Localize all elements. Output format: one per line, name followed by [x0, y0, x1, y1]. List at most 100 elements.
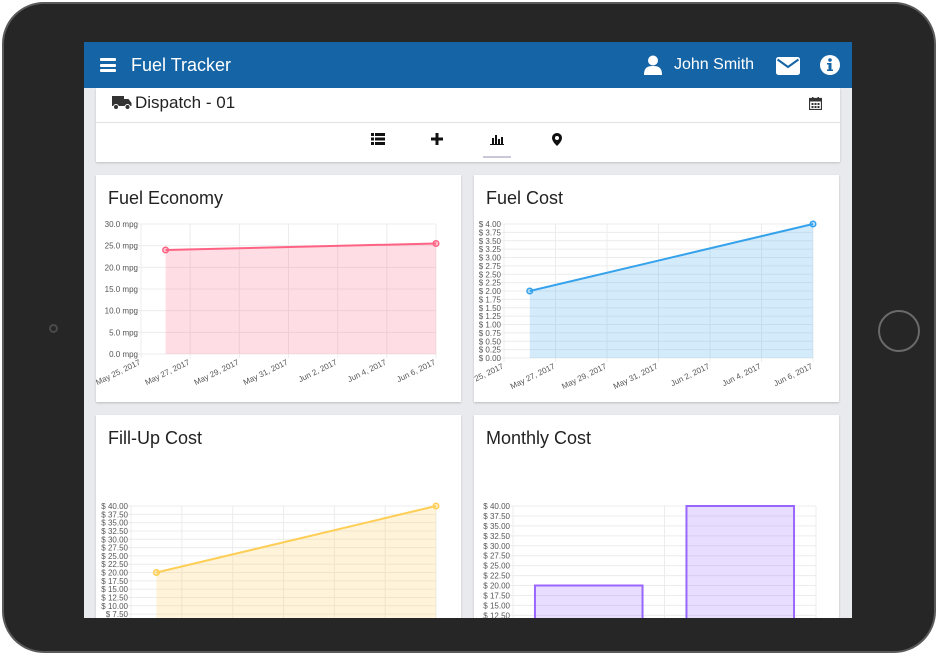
y-tick-label: $ 3.25 — [479, 245, 502, 254]
y-tick-label: 15.0 mpg — [105, 285, 138, 294]
y-tick-label: $ 20.00 — [483, 582, 510, 591]
user-name[interactable]: John Smith — [674, 56, 755, 73]
y-tick-label: $ 3.50 — [479, 237, 502, 246]
y-tick-label: $ 25.00 — [483, 562, 510, 571]
fuel-cost-chart: $ 4.00$ 3.75$ 3.50$ 3.25$ 3.00$ 2.75$ 2.… — [474, 220, 817, 391]
tab-charts[interactable] — [483, 130, 511, 158]
y-tick-label: $ 0.25 — [479, 346, 502, 355]
tab-map[interactable] — [543, 130, 571, 156]
x-tick-label: Jun 4, 2017 — [721, 361, 763, 388]
y-tick-label: $ 40.00 — [101, 502, 128, 511]
home-button[interactable] — [878, 310, 920, 352]
fuel-economy-chart: 30.0 mpg 25.0 mpg 20.0 mpg 15.0 mpg 10.0 mpg… — [96, 220, 440, 387]
dispatch-title: Dispatch - 01 — [135, 93, 236, 112]
calendar-icon[interactable] — [809, 97, 822, 110]
card-fillup-cost: Fill-Up Cost $ 40.00 $ 37.50 $ 35.00 $ 32.5… — [96, 415, 461, 618]
y-tick-label: 0.0 mpg — [109, 350, 138, 359]
x-tick-label: Jun 2, 2017 — [297, 357, 339, 384]
y-tick-label: $ 40.00 — [483, 502, 510, 511]
x-tick-label: Jun 4, 2017 — [346, 357, 388, 384]
y-tick-label: $ 2.25 — [479, 279, 502, 288]
y-tick-label: $ 20.00 — [101, 569, 128, 578]
y-tick-label: $ 12.50 — [101, 593, 128, 602]
data-point — [162, 246, 170, 254]
card-fuel-economy: Fuel Economy 30.0 mpg 25.0 mpg 20.0 mpg 15.… — [96, 175, 461, 402]
y-tick-label: $ 1.50 — [479, 304, 502, 313]
card-fuel-cost: Fuel Cost $ 4.00 $ 3.75 $ 3.50 $ 3.25 $ 3.00… — [474, 175, 839, 402]
plus-icon — [431, 133, 443, 145]
map-marker-icon — [552, 133, 562, 146]
data-point — [809, 220, 817, 228]
area-fill — [165, 243, 436, 354]
app-screen: Fuel Tracker John Smith Dispatch - 01 Fu… — [84, 42, 852, 618]
tab-add[interactable] — [423, 130, 451, 156]
y-tick-label: $ 2.75 — [479, 262, 502, 271]
x-tick-label: Jun 6, 2017 — [772, 361, 814, 388]
y-tick-label: $ 37.50 — [483, 512, 510, 521]
x-tick-label: May 25, 2017 — [474, 361, 505, 391]
y-tick-label: $ 25.00 — [101, 552, 128, 561]
bar — [533, 584, 644, 618]
y-tick-label: $ 2.00 — [479, 287, 502, 296]
info-icon[interactable] — [820, 55, 840, 75]
x-tick-label: May 27, 2017 — [144, 357, 192, 387]
card-monthly-cost: Monthly Cost $ 40.00 $ 37.50 $ 35.00 $ 32.5… — [474, 415, 839, 618]
x-tick-label: May 31, 2017 — [242, 357, 290, 387]
y-tick-label: $ 0.50 — [479, 337, 502, 346]
y-tick-label: $ 15.00 — [483, 601, 510, 610]
y-tick-label: $ 32.50 — [101, 527, 128, 536]
bar-chart-icon — [490, 135, 504, 145]
y-tick-label: 10.0 mpg — [105, 307, 138, 316]
card-title: Fuel Cost — [486, 188, 564, 208]
card-title: Monthly Cost — [486, 428, 592, 448]
y-tick-label: $ 10.00 — [101, 602, 128, 611]
dispatch-header: Dispatch - 01 — [112, 93, 235, 113]
tab-list[interactable] — [364, 130, 392, 156]
app-title: Fuel Tracker — [131, 55, 232, 75]
y-tick-label: $ 35.00 — [101, 519, 128, 528]
y-tick-label: $ 22.50 — [483, 572, 510, 581]
series-line — [529, 223, 814, 292]
y-tick-label: $ 30.00 — [483, 542, 510, 551]
y-tick-label: $ 0.00 — [479, 354, 502, 363]
top-navbar: Fuel Tracker John Smith — [84, 42, 852, 88]
x-tick-label: May 27, 2017 — [509, 361, 557, 391]
user-icon[interactable] — [644, 55, 662, 75]
y-tick-label: $ 2.50 — [479, 270, 502, 279]
data-point — [152, 568, 160, 577]
y-tick-label: $ 17.50 — [483, 591, 510, 600]
y-tick-label: $ 30.00 — [101, 535, 128, 544]
x-tick-label: Jun 2, 2017 — [669, 361, 711, 388]
data-point — [526, 287, 534, 295]
fillup-cost-chart: $ 40.00$ 37.50$ 35.00$ 32.50$ 30.00$ 27.… — [101, 502, 440, 618]
area-fill — [529, 224, 813, 358]
x-tick-label: Jun 6, 2017 — [395, 357, 437, 384]
card-title: Fill-Up Cost — [108, 428, 203, 448]
x-tick-label: May 29, 2017 — [193, 357, 241, 387]
y-tick-label: $ 3.00 — [479, 254, 502, 263]
y-tick-label: 5.0 mpg — [109, 328, 138, 337]
y-tick-label: $ 27.50 — [101, 544, 128, 553]
mail-icon[interactable] — [776, 57, 800, 75]
truck-icon — [112, 96, 132, 110]
x-tick-label: May 31, 2017 — [612, 361, 660, 391]
y-tick-label: $ 17.50 — [101, 577, 128, 586]
divider — [96, 122, 840, 123]
y-tick-label: $ 27.50 — [483, 552, 510, 561]
monthly-cost-chart: $ 40.00$ 37.50$ 35.00$ 32.50$ 30.00$ 27.… — [483, 502, 817, 618]
y-tick-label: $ 35.00 — [483, 522, 510, 531]
x-tick-label: May 29, 2017 — [560, 361, 608, 391]
x-tick-label: May 25, 2017 — [96, 357, 142, 387]
y-tick-label: $ 0.75 — [479, 329, 502, 338]
list-icon — [371, 133, 385, 145]
hamburger-menu-icon[interactable] — [100, 58, 116, 72]
y-tick-label: $ 12.50 — [483, 611, 510, 618]
card-title: Fuel Economy — [108, 188, 224, 208]
y-tick-label: $ 37.50 — [101, 510, 128, 519]
y-tick-label: $ 3.75 — [479, 228, 502, 237]
y-tick-label: $ 7.50 — [106, 610, 129, 618]
y-tick-label: $ 1.25 — [479, 312, 502, 321]
y-tick-label: $ 32.50 — [483, 532, 510, 541]
camera-icon — [49, 324, 58, 333]
y-tick-label: 25.0 mpg — [105, 242, 138, 251]
